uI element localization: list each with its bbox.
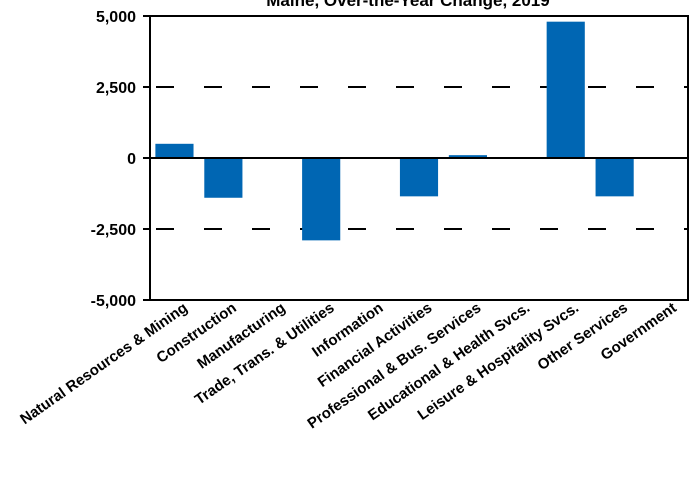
chart-title: Maine, Over-the-Year Change, 2019 (266, 0, 549, 10)
bar-0 (155, 143, 194, 158)
y-tick-label-2: 0 (127, 151, 136, 168)
bar-3 (302, 158, 341, 241)
grid-lines (150, 86, 688, 230)
y-tick-label-4: -5,000 (91, 293, 136, 310)
y-tick-label-0: 5,000 (96, 9, 136, 26)
bar-1 (204, 158, 243, 198)
bar-6 (448, 155, 487, 158)
bar-9 (595, 158, 634, 197)
bar-5 (399, 158, 439, 197)
y-axis-ticks: 5,000 2,500 0 -2,500 -5,000 (91, 9, 150, 310)
x-axis-ticks: Natural Resources & MiningConstructionMa… (17, 299, 680, 432)
y-tick-label-1: 2,500 (96, 80, 136, 97)
bars (155, 21, 634, 241)
bar-8 (546, 21, 585, 159)
y-tick-label-3: -2,500 (91, 222, 136, 239)
